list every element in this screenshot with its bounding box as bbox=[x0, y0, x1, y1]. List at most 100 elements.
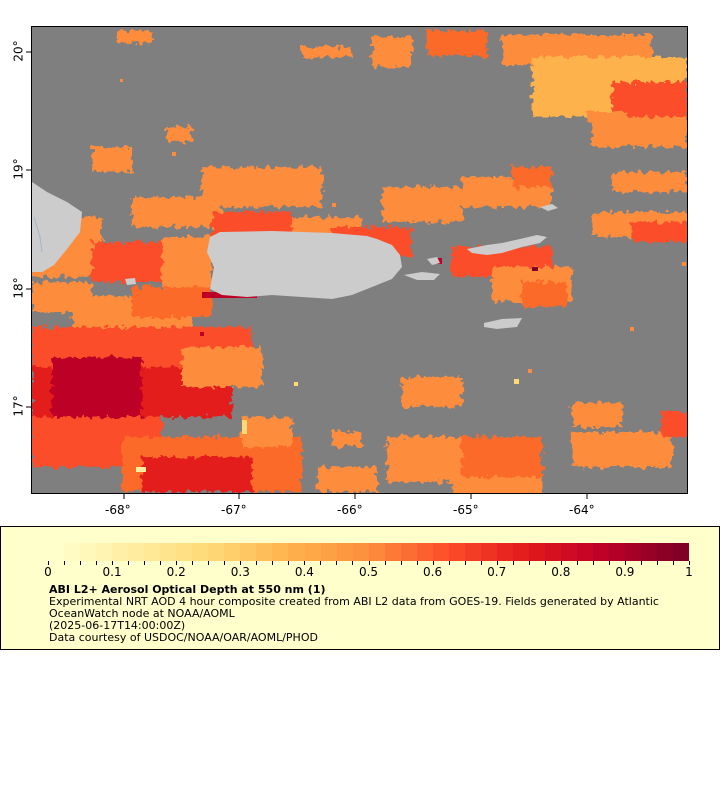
colorbar-minor-tick bbox=[384, 561, 386, 565]
colorbar-segment bbox=[561, 543, 578, 561]
colorbar-segment bbox=[96, 543, 113, 561]
puerto-rico bbox=[207, 231, 402, 299]
colorbar-segment bbox=[64, 543, 81, 561]
colorbar-tick-label: 0.2 bbox=[166, 565, 186, 579]
lon-label-65: -65° bbox=[453, 503, 479, 517]
colorbar-minor-tick bbox=[240, 561, 242, 565]
colorbar-tick-label: 0.7 bbox=[487, 565, 507, 579]
lat-label-18: 18° bbox=[11, 277, 26, 299]
colorbar-minor-tick bbox=[256, 561, 258, 565]
colorbar-minor-tick bbox=[224, 561, 226, 565]
colorbar-minor-tick bbox=[416, 561, 418, 565]
culebra bbox=[427, 257, 440, 265]
colorbar-minor-tick bbox=[128, 561, 130, 565]
colorbar-segment bbox=[593, 543, 610, 561]
lon-label-64: -64° bbox=[569, 503, 595, 517]
colorbar-segment bbox=[112, 543, 129, 561]
colorbar-tick-label: 1 bbox=[685, 565, 693, 579]
colorbar-tick-label: 0.6 bbox=[423, 565, 443, 579]
colorbar-tick-label: 0.9 bbox=[615, 565, 635, 579]
colorbar-segment bbox=[448, 543, 465, 561]
mona-island bbox=[125, 278, 136, 285]
colorbar-segment bbox=[496, 543, 513, 561]
colorbar-segment bbox=[320, 543, 337, 561]
axis-ticks bbox=[26, 51, 588, 499]
colorbar-segment bbox=[528, 543, 545, 561]
colorbar-segment bbox=[577, 543, 594, 561]
lon-label-68: -68° bbox=[105, 503, 131, 517]
colorbar-minor-tick bbox=[528, 561, 530, 565]
colorbar-minor-tick bbox=[304, 561, 306, 565]
colorbar-segment bbox=[256, 543, 273, 561]
colorbar-minor-tick bbox=[496, 561, 498, 565]
colorbar-minor-tick bbox=[96, 561, 98, 565]
colorbar bbox=[48, 543, 690, 561]
vieques bbox=[404, 272, 440, 280]
river-line bbox=[33, 216, 43, 253]
colorbar-minor-tick bbox=[672, 561, 674, 565]
colorbar-minor-tick bbox=[368, 561, 370, 565]
colorbar-minor-tick bbox=[576, 561, 578, 565]
anegada bbox=[540, 204, 558, 211]
colorbar-segment bbox=[80, 543, 97, 561]
colorbar-minor-tick bbox=[144, 561, 146, 565]
colorbar-tick-label: 0.5 bbox=[358, 565, 379, 579]
colorbar-minor-tick bbox=[320, 561, 322, 565]
colorbar-minor-tick bbox=[112, 561, 114, 565]
colorbar-tick-label: 0.1 bbox=[102, 565, 122, 579]
lon-label-66: -66° bbox=[337, 503, 363, 517]
colorbar-segment bbox=[48, 543, 65, 561]
colorbar-segment bbox=[400, 543, 417, 561]
colorbar-segment bbox=[240, 543, 257, 561]
colorbar-tick-label: 0.3 bbox=[230, 565, 250, 579]
colorbar-minor-tick bbox=[608, 561, 610, 565]
colorbar-segment bbox=[272, 543, 289, 561]
colorbar-minor-tick bbox=[640, 561, 642, 565]
colorbar-segment bbox=[480, 543, 497, 561]
colorbar-segment bbox=[432, 543, 449, 561]
st-croix bbox=[484, 318, 522, 329]
colorbar-minor-tick bbox=[176, 561, 178, 565]
colorbar-segment bbox=[288, 543, 305, 561]
colorbar-segment bbox=[352, 543, 369, 561]
colorbar-segment bbox=[128, 543, 145, 561]
legend-panel: ABI L2+ Aerosol Optical Depth at 550 nm … bbox=[0, 526, 720, 650]
lon-label-67: -67° bbox=[221, 503, 247, 517]
colorbar-segment bbox=[208, 543, 225, 561]
legend-description: Experimental NRT AOD 4 hour composite cr… bbox=[49, 595, 659, 620]
colorbar-minor-tick bbox=[208, 561, 210, 565]
colorbar-segment bbox=[304, 543, 321, 561]
colorbar-segment bbox=[224, 543, 241, 561]
colorbar-minor-tick bbox=[624, 561, 626, 565]
colorbar-tick-label: 0 bbox=[44, 565, 52, 579]
colorbar-segment bbox=[464, 543, 481, 561]
colorbar-minor-tick bbox=[160, 561, 162, 565]
colorbar-tick-label: 0.8 bbox=[551, 565, 571, 579]
colorbar-minor-tick bbox=[448, 561, 450, 565]
colorbar-segment bbox=[368, 543, 385, 561]
colorbar-segment bbox=[384, 543, 401, 561]
colorbar-minor-tick bbox=[560, 561, 562, 565]
aod-data-layer bbox=[32, 31, 687, 493]
land-masses bbox=[32, 182, 558, 329]
colorbar-segment bbox=[192, 543, 209, 561]
colorbar-minor-tick bbox=[656, 561, 658, 565]
legend-timestamp: (2025-06-17T14:00:00Z) bbox=[49, 619, 186, 632]
colorbar-segment bbox=[416, 543, 433, 561]
colorbar-minor-tick bbox=[544, 561, 546, 565]
legend-credit: Data courtesy of USDOC/NOAA/OAR/AOML/PHO… bbox=[49, 631, 318, 644]
colorbar-segment bbox=[609, 543, 626, 561]
colorbar-segment bbox=[160, 543, 177, 561]
map-plot-area[interactable] bbox=[31, 26, 688, 494]
colorbar-minor-tick bbox=[64, 561, 66, 565]
legend-text: ABI L2+ Aerosol Optical Depth at 550 nm … bbox=[49, 584, 689, 644]
hispaniola bbox=[32, 182, 82, 272]
colorbar-minor-tick bbox=[272, 561, 274, 565]
colorbar-segment bbox=[144, 543, 161, 561]
colorbar-minor-tick bbox=[192, 561, 194, 565]
lat-label-19: 19° bbox=[11, 158, 26, 180]
colorbar-segment bbox=[673, 543, 690, 561]
colorbar-segment bbox=[176, 543, 193, 561]
colorbar-minor-tick bbox=[464, 561, 466, 565]
colorbar-minor-tick bbox=[80, 561, 82, 565]
